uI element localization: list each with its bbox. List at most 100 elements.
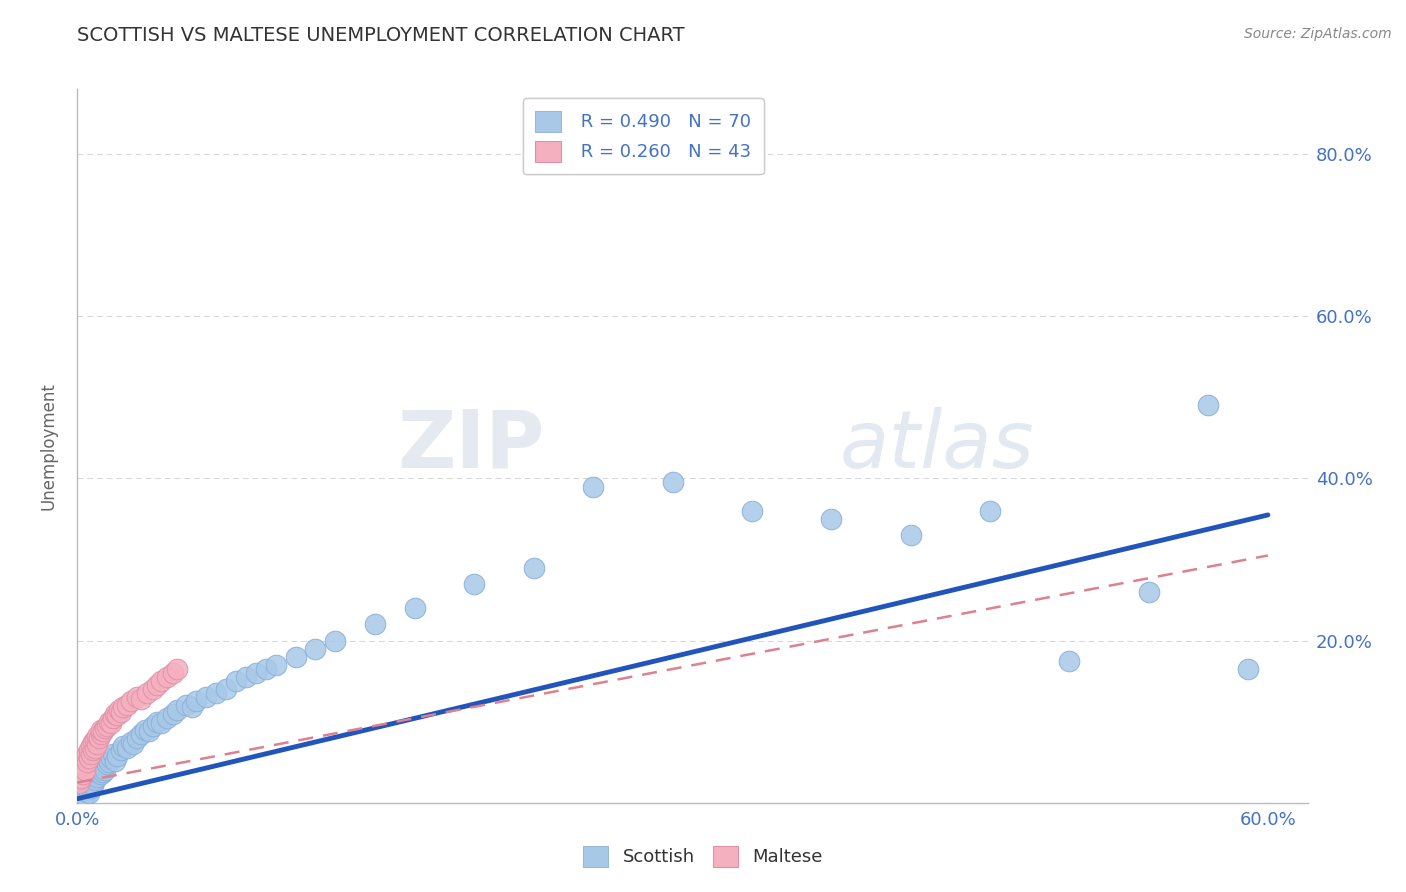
- Point: [125, 690, 148, 705]
- Point: [77, 751, 100, 765]
- Point: [86, 738, 108, 752]
- Point: [108, 702, 131, 716]
- Point: [145, 678, 167, 692]
- Point: [129, 692, 152, 706]
- Point: [523, 560, 546, 574]
- Point: [135, 686, 157, 700]
- Point: [149, 716, 172, 731]
- Point: [80, 775, 103, 789]
- Point: [186, 694, 208, 708]
- Point: [820, 512, 842, 526]
- Point: [111, 700, 134, 714]
- Point: [142, 682, 165, 697]
- Point: [1137, 585, 1160, 599]
- Point: [91, 764, 114, 779]
- Point: [245, 666, 267, 681]
- Text: ZIP: ZIP: [398, 407, 546, 485]
- Point: [181, 700, 204, 714]
- Point: [122, 738, 145, 752]
- Point: [72, 788, 94, 802]
- Point: [94, 721, 117, 735]
- Point: [84, 767, 107, 781]
- Point: [76, 747, 98, 761]
- Point: [86, 770, 108, 784]
- Point: [76, 780, 98, 794]
- Point: [156, 670, 179, 684]
- Point: [82, 778, 104, 792]
- Point: [225, 674, 247, 689]
- Point: [98, 714, 121, 729]
- Point: [70, 791, 93, 805]
- Point: [235, 670, 257, 684]
- Point: [323, 633, 346, 648]
- Text: SCOTTISH VS MALTESE UNEMPLOYMENT CORRELATION CHART: SCOTTISH VS MALTESE UNEMPLOYMENT CORRELA…: [77, 26, 685, 45]
- Point: [1237, 662, 1260, 676]
- Point: [91, 759, 114, 773]
- Point: [979, 504, 1001, 518]
- Point: [900, 528, 922, 542]
- Point: [205, 686, 228, 700]
- Point: [84, 773, 107, 788]
- Point: [86, 729, 108, 743]
- Legend: Scottish, Maltese: Scottish, Maltese: [576, 838, 830, 874]
- Point: [741, 504, 763, 518]
- Point: [463, 577, 485, 591]
- Point: [120, 694, 142, 708]
- Point: [100, 751, 122, 765]
- Point: [304, 641, 326, 656]
- Point: [264, 657, 287, 672]
- Point: [215, 682, 238, 697]
- Legend:  R = 0.490   N = 70,  R = 0.260   N = 43: R = 0.490 N = 70, R = 0.260 N = 43: [523, 98, 763, 174]
- Point: [115, 698, 138, 713]
- Point: [82, 772, 104, 786]
- Point: [84, 740, 107, 755]
- Point: [77, 743, 100, 757]
- Point: [284, 649, 307, 664]
- Point: [125, 731, 148, 745]
- Point: [96, 719, 118, 733]
- Point: [149, 674, 172, 689]
- Point: [77, 786, 100, 800]
- Point: [89, 731, 111, 745]
- Point: [67, 775, 90, 789]
- Point: [90, 723, 112, 737]
- Point: [70, 772, 93, 786]
- Point: [75, 789, 97, 804]
- Point: [195, 690, 218, 705]
- Point: [138, 724, 160, 739]
- Point: [364, 617, 387, 632]
- Point: [134, 723, 156, 737]
- Point: [72, 759, 94, 773]
- Point: [404, 601, 426, 615]
- Point: [120, 735, 142, 749]
- Point: [90, 762, 112, 776]
- Point: [80, 781, 103, 796]
- Point: [156, 711, 179, 725]
- Point: [98, 756, 121, 770]
- Point: [90, 727, 112, 741]
- Point: [89, 764, 111, 778]
- Point: [176, 698, 198, 713]
- Point: [110, 743, 132, 757]
- Point: [91, 724, 114, 739]
- Point: [166, 662, 188, 676]
- Point: [162, 666, 184, 681]
- Point: [80, 739, 103, 753]
- Point: [76, 756, 98, 770]
- Point: [76, 783, 98, 797]
- Point: [90, 767, 112, 781]
- Point: [162, 706, 184, 721]
- Text: atlas: atlas: [841, 407, 1035, 485]
- Y-axis label: Unemployment: Unemployment: [39, 382, 58, 510]
- Point: [110, 705, 132, 719]
- Point: [104, 706, 127, 721]
- Text: Source: ZipAtlas.com: Source: ZipAtlas.com: [1244, 27, 1392, 41]
- Point: [75, 764, 97, 778]
- Point: [96, 751, 118, 765]
- Point: [661, 475, 683, 490]
- Point: [101, 747, 124, 761]
- Point: [105, 748, 128, 763]
- Point: [582, 479, 605, 493]
- Point: [75, 751, 97, 765]
- Point: [1059, 654, 1081, 668]
